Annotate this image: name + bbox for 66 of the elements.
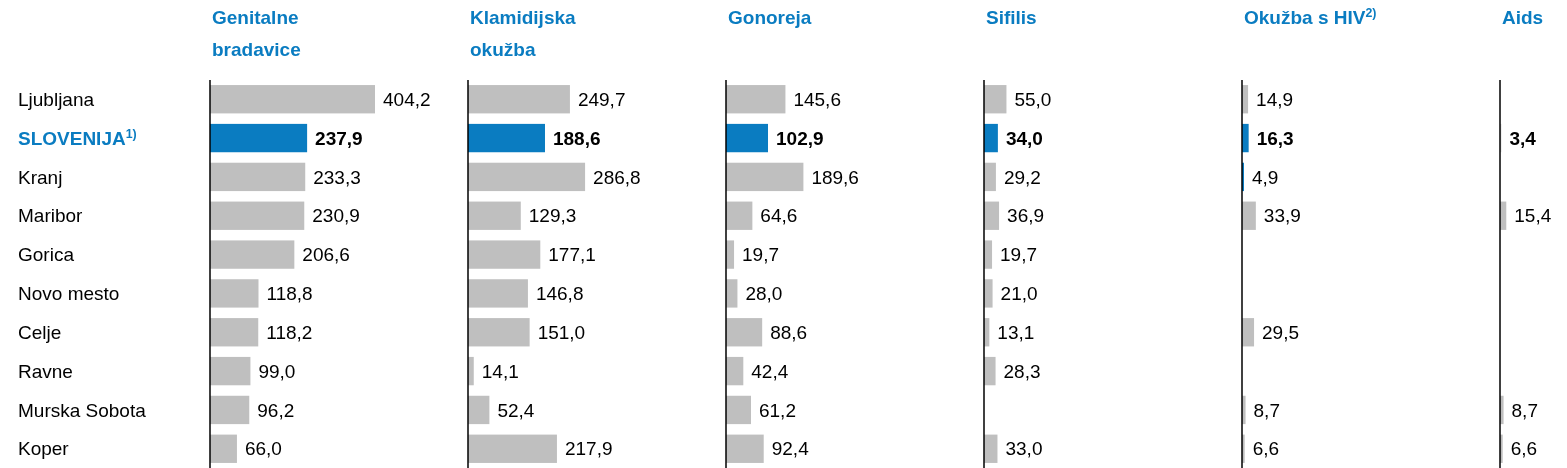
data-label: 66,0: [244, 438, 282, 460]
y-tick-label: Murska Sobota: [18, 399, 147, 421]
data-label: 6,6: [1510, 438, 1538, 460]
chart-title: Aids: [1502, 7, 1544, 28]
data-label: 206,6: [302, 244, 350, 266]
data-label: 14,9: [1256, 88, 1294, 110]
data-label: 8,7: [1253, 399, 1280, 421]
data-label: 8,7: [1511, 399, 1538, 421]
data-label: 146,8: [535, 283, 584, 305]
y-tick-label: Kranj: [18, 166, 63, 188]
data-label: 29,2: [1003, 166, 1041, 188]
y-tick-label: Koper: [18, 438, 70, 460]
data-label: 33,9: [1263, 205, 1301, 227]
data-label: 19,7: [742, 244, 780, 266]
y-tick-label: Novo mesto: [18, 283, 120, 305]
data-label: 96,2: [257, 399, 295, 421]
data-label: 13,1: [997, 321, 1035, 343]
data-label: 29,5: [1262, 321, 1300, 343]
data-label: 4,9: [1252, 166, 1279, 188]
data-label: 42,4: [751, 360, 789, 382]
data-label: 118,8: [266, 283, 313, 305]
data-label: 21,0: [1000, 283, 1038, 305]
data-label: 52,4: [497, 399, 535, 421]
data-label: 61,2: [758, 399, 796, 421]
chart-title: Sifilis: [986, 7, 1037, 28]
data-label: 14,1: [481, 360, 519, 382]
data-label: 237,9: [315, 127, 363, 149]
data-label: 28,0: [745, 283, 783, 305]
chart-title: Genitalne bradavice: [212, 7, 301, 60]
data-label: 92,4: [771, 438, 810, 460]
data-label: 233,3: [313, 166, 361, 188]
data-label: 6,6: [1252, 438, 1280, 460]
data-label: 188,6: [552, 127, 601, 149]
data-label: 36,9: [1007, 205, 1045, 227]
y-tick-label: Ravne: [18, 360, 73, 382]
data-label: 33,0: [1005, 438, 1043, 460]
data-label: 3,4: [1509, 127, 1537, 149]
data-label: 102,9: [776, 127, 824, 149]
text: Okužba s HIV$^{2)}$: [1244, 6, 1377, 28]
data-label: 151,0: [537, 321, 586, 343]
y-tick-label: SLOVENIJA$^{1)}$: [18, 126, 137, 149]
y-tick-label: Celje: [18, 321, 62, 343]
data-label: 55,0: [1014, 88, 1052, 110]
data-label: 217,9: [564, 438, 613, 460]
data-label: 15,4: [1514, 205, 1552, 227]
data-label: 28,3: [1003, 360, 1041, 382]
data-label: 189,6: [811, 166, 859, 188]
data-label: 19,7: [1000, 244, 1038, 266]
y-tick-label: Gorica: [18, 244, 75, 266]
y-tick-label: Maribor: [18, 205, 84, 227]
chart-title: Gonoreja: [728, 7, 812, 28]
data-label: 34,0: [1005, 127, 1043, 149]
data-label: 129,3: [528, 205, 577, 227]
data-label: 16,3: [1256, 127, 1294, 149]
data-label: 88,6: [770, 321, 808, 343]
data-label: 64,6: [760, 205, 798, 227]
data-label: 99,0: [258, 360, 296, 382]
data-label: 118,2: [266, 321, 313, 343]
data-label: 249,7: [577, 88, 626, 110]
y-tick-label: Ljubljana: [18, 88, 95, 110]
data-label: 145,6: [793, 88, 841, 110]
data-label: 230,9: [312, 205, 360, 227]
data-label: 177,1: [548, 244, 596, 266]
data-label: 404,2: [383, 88, 431, 110]
data-label: 286,8: [593, 166, 641, 188]
chart-title: Klamidijska okužba: [470, 7, 577, 60]
